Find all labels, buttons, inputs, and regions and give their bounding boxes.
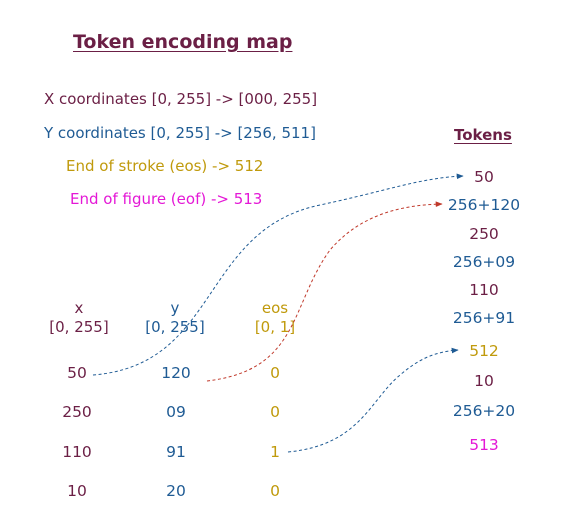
arrow-x-to-token — [92, 173, 464, 376]
token-item: 512 — [469, 342, 499, 360]
table-cell-x: 50 — [67, 364, 87, 382]
column-header-eos: eos [0, 1] — [240, 299, 310, 337]
column-range: [0, 1] — [254, 318, 296, 336]
column-name: eos — [261, 299, 289, 317]
column-header-x: x [0, 255] — [44, 299, 114, 337]
column-name: y — [170, 299, 180, 317]
table-cell-x: 250 — [62, 403, 92, 421]
table-cell-y: 20 — [166, 482, 186, 500]
table-cell-eos: 1 — [270, 443, 280, 461]
table-cell-eos: 0 — [270, 482, 280, 500]
arrow-eos-to-token — [287, 347, 459, 453]
token-item: 10 — [474, 372, 494, 390]
diagram-title: Token encoding map — [73, 31, 293, 53]
column-name: x — [74, 299, 84, 317]
token-item: 513 — [469, 436, 499, 454]
token-item: 256+91 — [452, 309, 516, 327]
table-cell-eos: 0 — [270, 364, 280, 382]
token-item: 256+20 — [452, 402, 516, 420]
token-item: 256+120 — [447, 196, 521, 214]
column-range: [0, 255] — [145, 318, 205, 336]
legend-end-of-figure: End of figure (eof) -> 513 — [70, 190, 263, 208]
token-item: 110 — [469, 281, 499, 299]
table-cell-y: 09 — [166, 403, 186, 421]
token-item: 250 — [469, 225, 499, 243]
table-cell-x: 10 — [67, 482, 87, 500]
column-range: [0, 255] — [49, 318, 109, 336]
legend-end-of-stroke: End of stroke (eos) -> 512 — [66, 157, 264, 175]
legend-x-coordinates: X coordinates [0, 255] -> [000, 255] — [44, 90, 318, 108]
token-item: 50 — [474, 168, 494, 186]
legend-y-coordinates: Y coordinates [0, 255] -> [256, 511] — [44, 124, 316, 142]
arrow-y-to-token — [206, 201, 443, 382]
table-cell-x: 110 — [62, 443, 92, 461]
table-cell-eos: 0 — [270, 403, 280, 421]
table-cell-y: 120 — [161, 364, 191, 382]
column-header-y: y [0, 255] — [140, 299, 210, 337]
token-item: 256+09 — [452, 253, 516, 271]
table-cell-y: 91 — [166, 443, 186, 461]
tokens-header: Tokens — [454, 126, 512, 144]
